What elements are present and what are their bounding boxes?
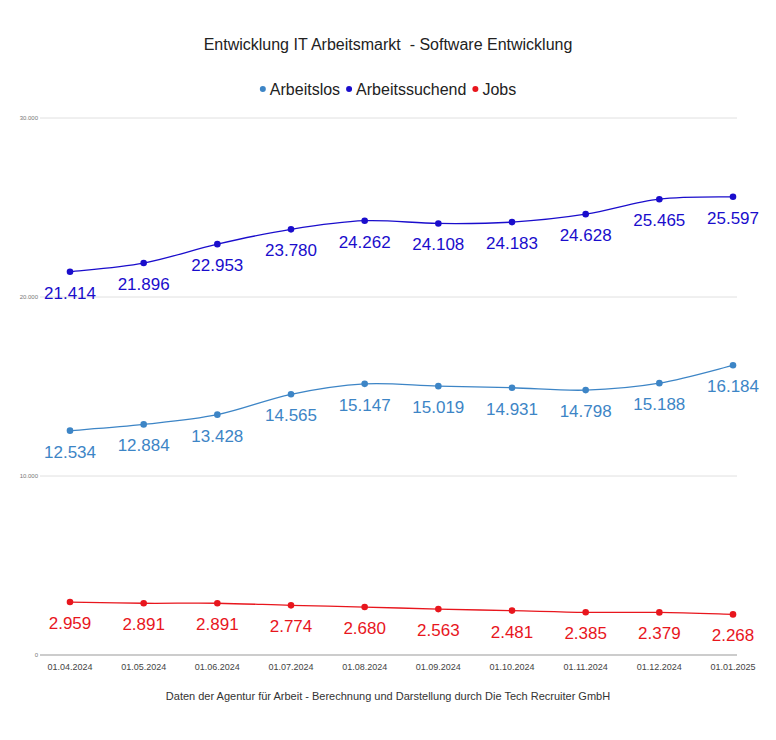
legend-marker <box>260 86 266 92</box>
data-point <box>656 609 663 616</box>
data-label: 14.931 <box>486 400 538 419</box>
data-point <box>140 421 147 428</box>
data-point <box>509 607 516 614</box>
data-point <box>582 387 589 394</box>
data-label: 2.481 <box>491 623 534 642</box>
x-tick-label: 01.04.2024 <box>47 662 92 672</box>
data-point <box>730 611 737 618</box>
data-label: 12.884 <box>118 436 170 455</box>
data-label: 2.891 <box>196 615 239 634</box>
x-tick-label: 01.07.2024 <box>268 662 313 672</box>
data-point <box>582 211 589 218</box>
data-point <box>67 427 74 434</box>
data-label: 15.147 <box>339 396 391 415</box>
data-label: 24.628 <box>560 226 612 245</box>
data-point <box>288 602 295 609</box>
data-point <box>361 217 368 224</box>
source-note: Daten der Agentur für Arbeit - Berechnun… <box>166 690 610 702</box>
data-point <box>214 600 221 607</box>
data-point <box>214 241 221 248</box>
data-point <box>288 226 295 233</box>
x-tick-label: 01.10.2024 <box>489 662 534 672</box>
legend-marker <box>472 86 478 92</box>
data-label: 2.891 <box>122 615 165 634</box>
series-line <box>70 602 733 614</box>
data-point <box>361 381 368 388</box>
x-axis: 01.04.2024 01.05.2024 01.06.2024 01.07.2024… <box>47 662 755 672</box>
x-tick-label: 01.01.2025 <box>710 662 755 672</box>
data-label: 2.774 <box>270 617 313 636</box>
y-tick-label: 10.000 <box>20 473 39 479</box>
legend-label: Arbeitssuchend <box>356 81 466 98</box>
series-line <box>70 365 733 430</box>
data-point <box>361 604 368 611</box>
data-point <box>435 383 442 390</box>
y-tick-label: 0 <box>35 652 39 658</box>
data-label: 23.780 <box>265 241 317 260</box>
data-label: 2.959 <box>49 614 92 633</box>
data-label: 16.184 <box>707 377 759 396</box>
x-tick-label: 01.11.2024 <box>563 662 607 672</box>
data-label: 13.428 <box>191 427 243 446</box>
legend: Arbeitslos Arbeitssuchend Jobs <box>260 81 516 98</box>
y-tick-label: 30.000 <box>20 115 39 121</box>
y-tick-label: 20.000 <box>20 294 39 300</box>
data-point <box>214 411 221 418</box>
data-point <box>730 194 737 201</box>
data-label: 21.414 <box>44 284 96 303</box>
data-label: 21.896 <box>118 275 170 294</box>
grid-line <box>40 118 737 119</box>
data-point <box>288 391 295 398</box>
data-point <box>67 268 74 275</box>
data-point <box>582 609 589 616</box>
data-point <box>435 606 442 613</box>
x-tick-label: 01.09.2024 <box>416 662 461 672</box>
marks <box>67 194 737 618</box>
data-label: 22.953 <box>191 256 243 275</box>
data-labels: 12.534 12.884 13.428 14.565 15.147 15.019 14.9… <box>44 209 759 646</box>
data-label: 25.465 <box>633 211 685 230</box>
x-tick-label: 01.12.2024 <box>637 662 682 672</box>
data-label: 14.798 <box>560 402 612 421</box>
data-label: 15.188 <box>633 395 685 414</box>
data-point <box>67 599 74 606</box>
data-label: 2.385 <box>564 624 607 643</box>
data-point <box>509 384 516 391</box>
data-point <box>140 600 147 607</box>
data-label: 12.534 <box>44 443 96 462</box>
data-point <box>140 260 147 267</box>
data-point <box>509 219 516 226</box>
data-label: 14.565 <box>265 406 317 425</box>
data-label: 15.019 <box>412 398 464 417</box>
grid-line <box>40 297 737 298</box>
grid: 0 10.000 20.000 30.000 <box>20 115 737 658</box>
data-label: 24.183 <box>486 234 538 253</box>
x-tick-label: 01.08.2024 <box>342 662 387 672</box>
legend-label: Arbeitslos <box>270 81 340 98</box>
data-label: 2.563 <box>417 621 460 640</box>
grid-line <box>40 655 737 656</box>
legend-label: Jobs <box>482 81 516 98</box>
data-label: 24.108 <box>412 235 464 254</box>
chart: Entwicklung IT Arbeitsmarkt - Software E… <box>0 0 776 740</box>
grid-line <box>40 476 737 477</box>
x-tick-label: 01.06.2024 <box>195 662 240 672</box>
data-label: 2.379 <box>638 624 681 643</box>
legend-marker <box>346 86 352 92</box>
title: Entwicklung IT Arbeitsmarkt - Software E… <box>204 36 573 53</box>
series-line <box>70 197 733 272</box>
data-label: 24.262 <box>339 233 391 252</box>
x-tick-label: 01.05.2024 <box>121 662 166 672</box>
data-label: 2.268 <box>712 626 755 645</box>
data-point <box>435 220 442 227</box>
data-point <box>656 380 663 387</box>
data-label: 2.680 <box>343 619 386 638</box>
data-point <box>730 362 737 369</box>
data-point <box>656 196 663 203</box>
data-label: 25.597 <box>707 209 759 228</box>
